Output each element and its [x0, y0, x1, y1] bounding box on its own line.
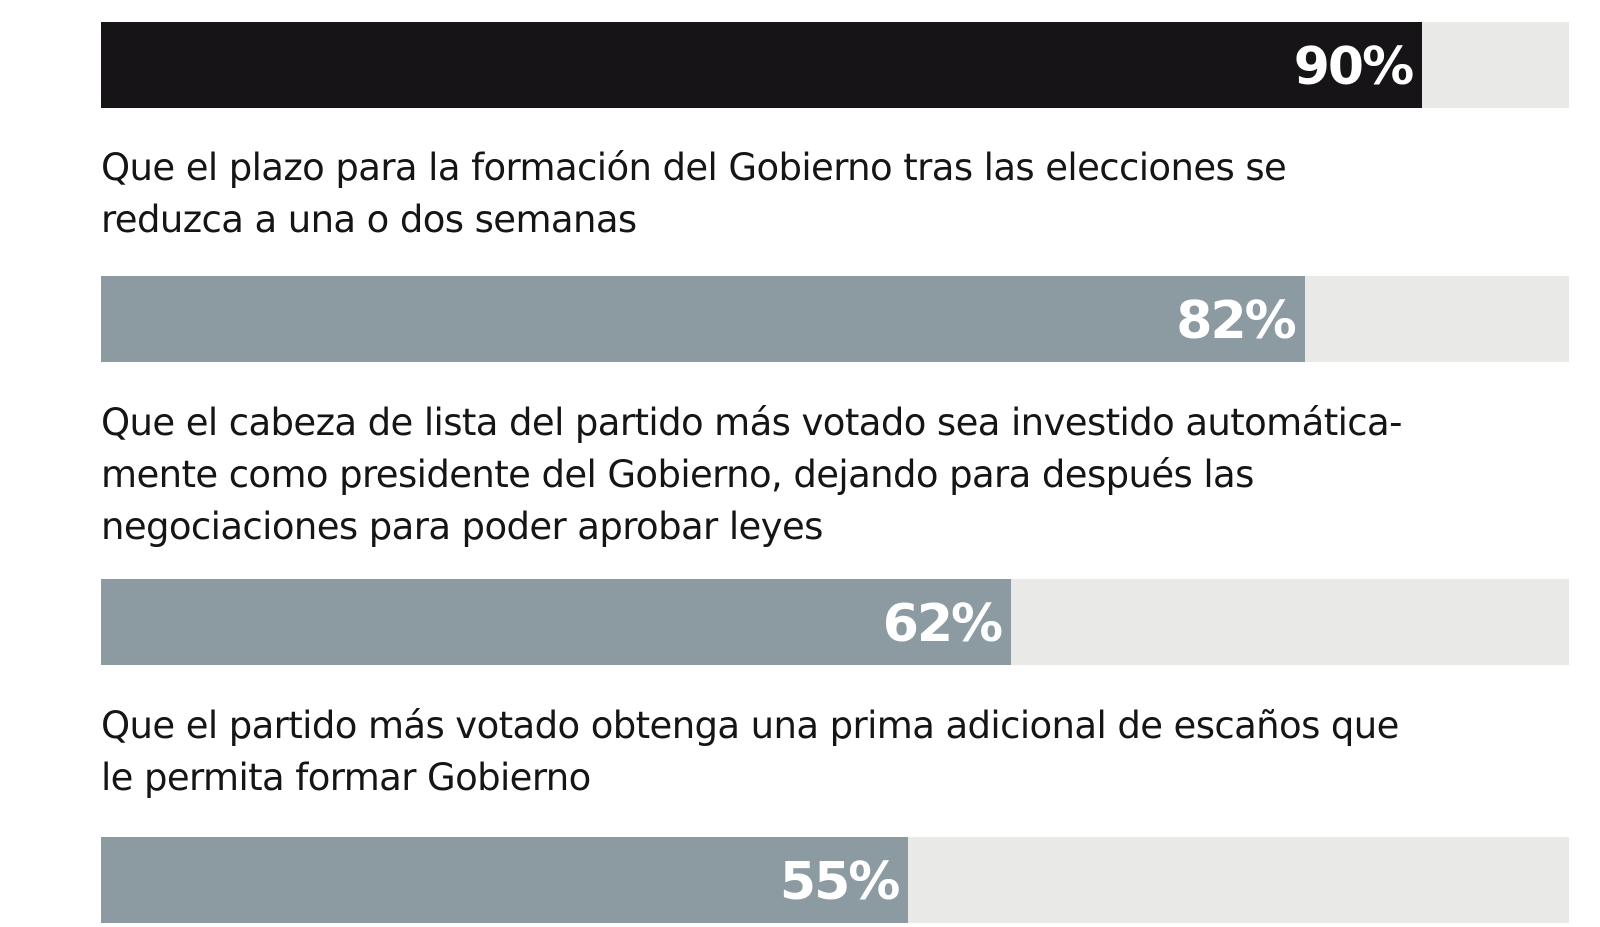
bar-value-label: 82% [1176, 291, 1296, 351]
bar: 55% [101, 837, 909, 923]
category-label-line: reduzca a una o dos semanas [101, 198, 637, 241]
bar-category-label: Que el cabeza de lista del partido más v… [101, 397, 1581, 553]
category-label-line: mente como presidente del Gobierno, deja… [101, 453, 1254, 496]
bar: 82% [101, 276, 1305, 362]
bar-track: 55% [101, 837, 1569, 923]
category-label-line: Que el cabeza de lista del partido más v… [101, 401, 1402, 444]
bar-category-label: Que el plazo para la formación del Gobie… [101, 142, 1581, 246]
bar: 90% [101, 22, 1423, 108]
category-label-line: le permita formar Gobierno [101, 756, 591, 799]
category-label-line: negociaciones para poder aprobar leyes [101, 505, 823, 548]
bar-track: 62% [101, 579, 1569, 665]
bar-value-label: 62% [882, 594, 1003, 654]
bar-chart: 90% 82% Que el plazo para la formación del… [101, 22, 1581, 923]
bar: 62% [101, 579, 1012, 665]
category-label-line: Que el partido más votado obtenga una pr… [101, 704, 1399, 747]
bar-value-label: 55% [779, 852, 900, 912]
bar-value-label: 90% [1293, 37, 1414, 97]
bar-track: 82% [101, 276, 1569, 362]
bar-category-label: Que el partido más votado obtenga una pr… [101, 700, 1581, 804]
bar-track: 90% [101, 22, 1569, 108]
category-label-line: Que el plazo para la formación del Gobie… [101, 146, 1287, 189]
